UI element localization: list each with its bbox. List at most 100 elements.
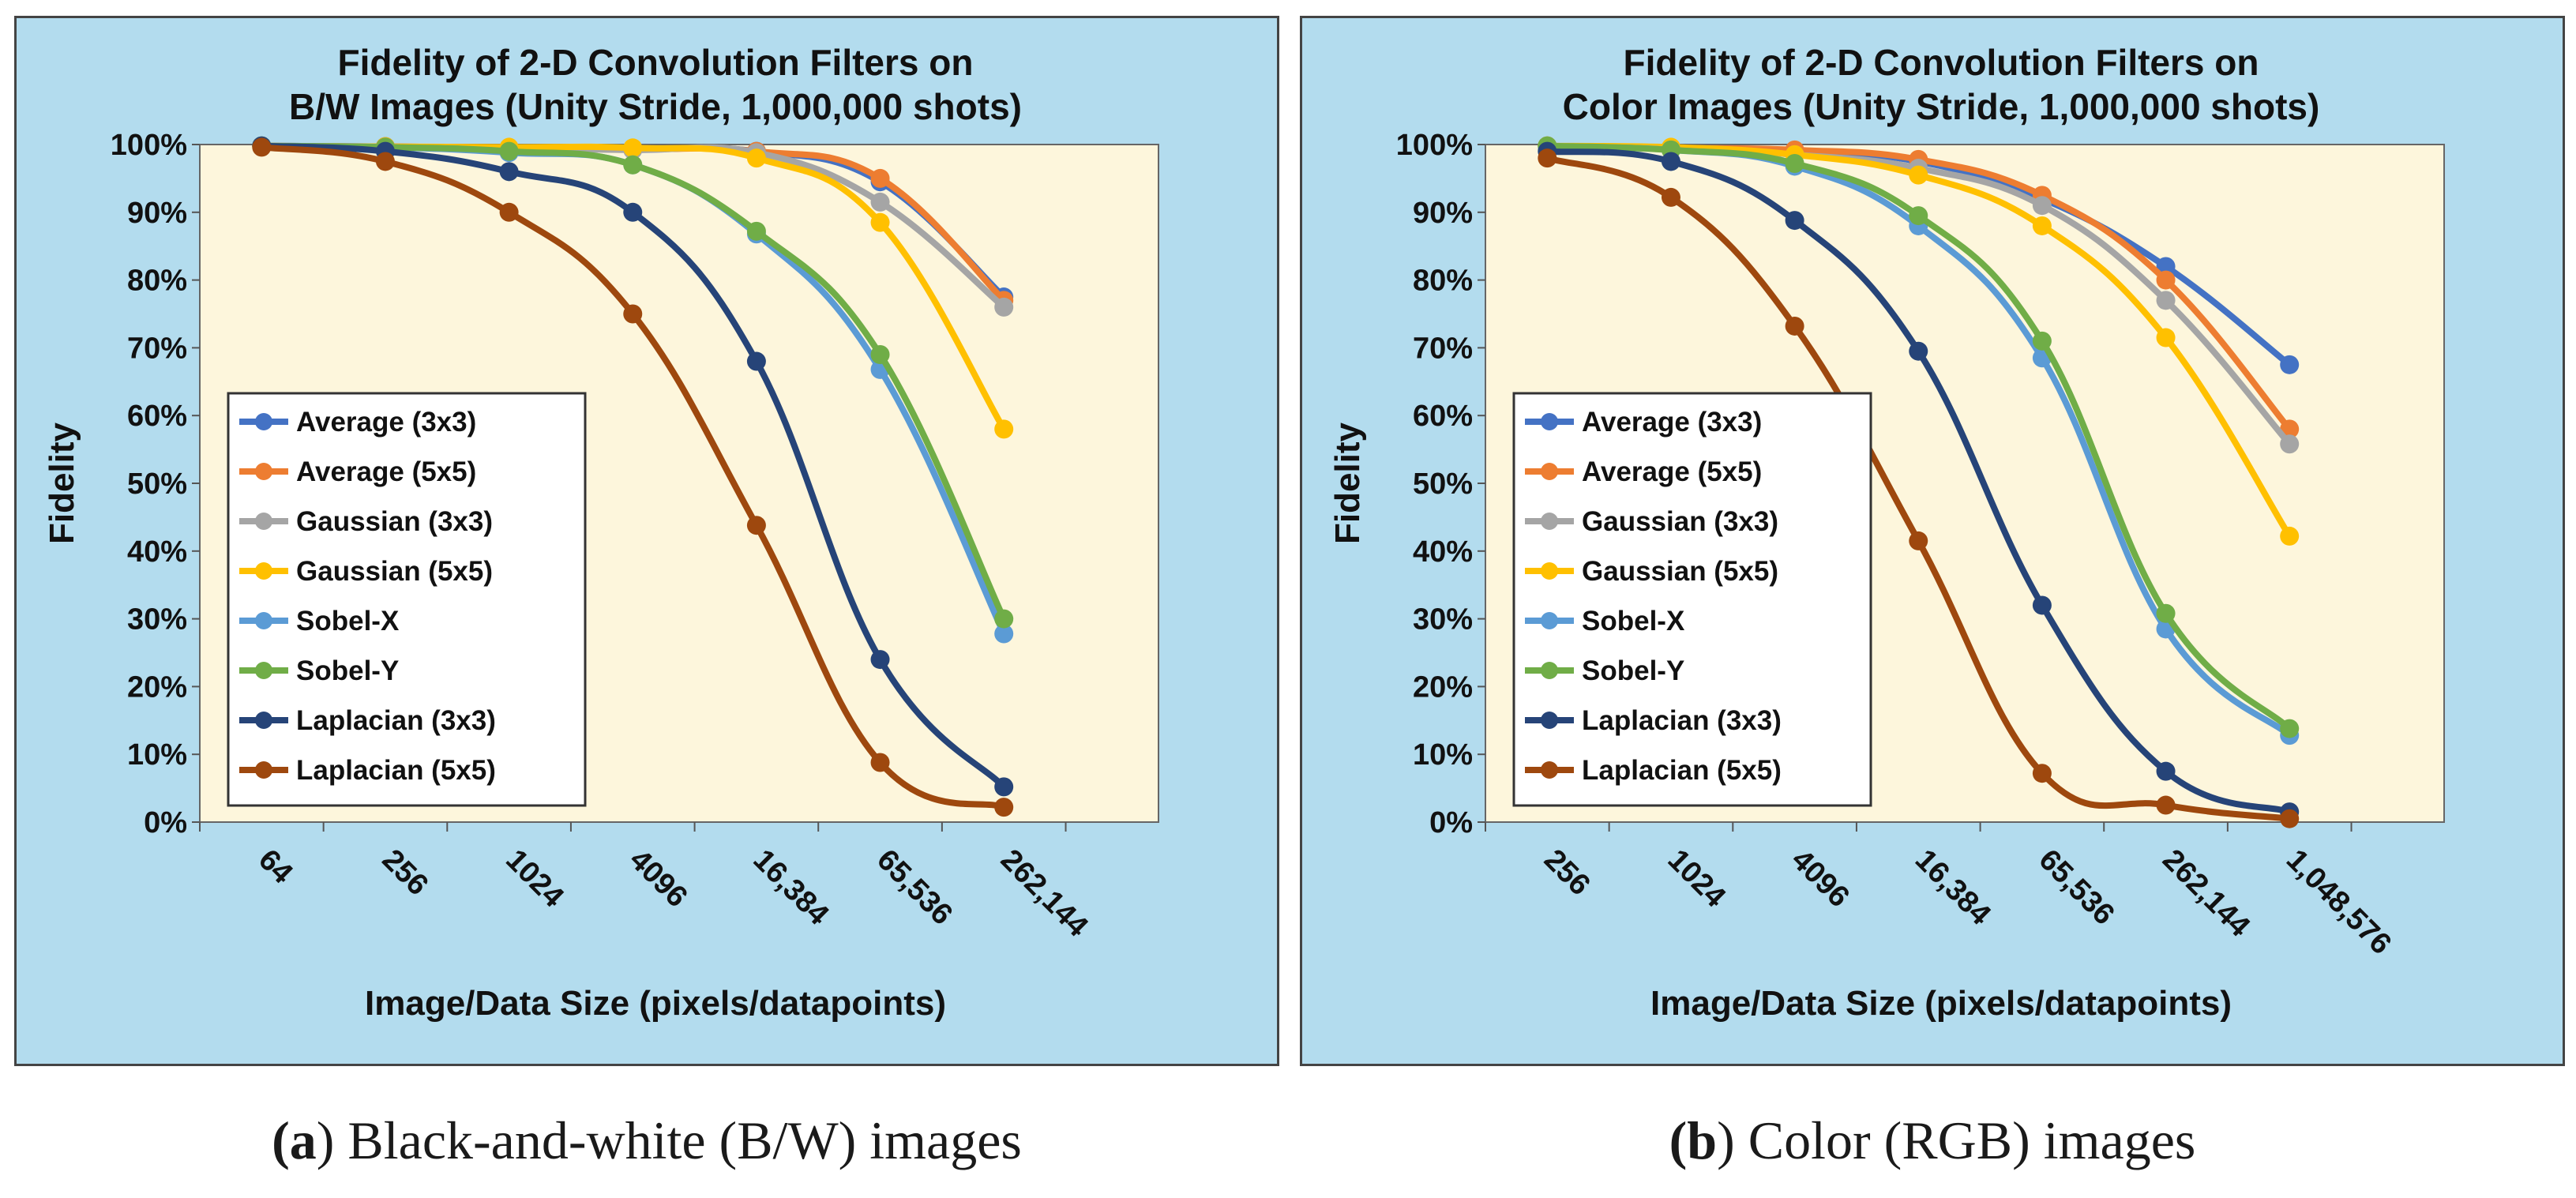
bw-legend-label: Laplacian (3x3) bbox=[296, 705, 496, 736]
color-series-7-point-4 bbox=[2032, 764, 2052, 783]
color-chart-svg: Fidelity of 2-D Convolution Filters onCo… bbox=[1328, 42, 2445, 1023]
bw-x-tick-label: 256 bbox=[376, 843, 435, 903]
color-y-axis-title: Fidelity bbox=[1328, 422, 1367, 544]
bw-x-tick-label: 4096 bbox=[623, 843, 693, 914]
bw-y-tick-label: 30% bbox=[127, 603, 187, 637]
color-series-6-point-4 bbox=[2032, 595, 2052, 615]
bw-series-6-point-3 bbox=[623, 202, 643, 222]
bw-legend-swatch-marker bbox=[255, 612, 272, 629]
color-chart-title-line-2: Color Images (Unity Stride, 1,000,000 sh… bbox=[1563, 86, 2320, 127]
bw-series-2-point-5 bbox=[870, 192, 890, 212]
color-series-6-point-3 bbox=[1909, 341, 1928, 361]
bw-legend-swatch-marker bbox=[255, 712, 272, 729]
bw-series-7-point-2 bbox=[499, 202, 519, 222]
bw-y-tick-label: 80% bbox=[127, 265, 187, 298]
bw-x-tick-label: 65,536 bbox=[870, 843, 959, 932]
color-legend-swatch-marker bbox=[1541, 662, 1558, 679]
caption-bw-text: ) Black-and-white (B/W) images bbox=[316, 1110, 1022, 1170]
bw-y-tick-label: 0% bbox=[144, 806, 187, 839]
bw-series-3-point-3 bbox=[623, 138, 643, 158]
color-y-tick-label: 40% bbox=[1413, 535, 1473, 569]
color-legend-label: Gaussian (3x3) bbox=[1582, 506, 1778, 537]
color-x-axis-title: Image/Data Size (pixels/datapoints) bbox=[1650, 984, 2232, 1023]
bw-y-tick-label: 60% bbox=[127, 400, 187, 433]
caption-color-text: ) Color (RGB) images bbox=[1717, 1110, 2196, 1170]
color-y-tick-label: 50% bbox=[1413, 468, 1473, 501]
bw-series-7-point-3 bbox=[623, 304, 643, 324]
chart-panel-color: Fidelity of 2-D Convolution Filters on Co… bbox=[1300, 16, 2565, 1066]
color-series-5-point-5 bbox=[2156, 603, 2176, 623]
bw-legend-label: Average (3x3) bbox=[296, 407, 476, 438]
bw-series-7-point-4 bbox=[746, 516, 766, 535]
bw-legend-box bbox=[227, 392, 587, 807]
color-series-7-point-0 bbox=[1538, 148, 1557, 168]
color-legend-label: Gaussian (5x5) bbox=[1582, 556, 1778, 587]
caption-color-letter: (b bbox=[1669, 1110, 1718, 1170]
color-x-tick-label: 4096 bbox=[1785, 843, 1855, 914]
bw-series-5-point-3 bbox=[623, 155, 643, 175]
color-legend-swatch-marker bbox=[1541, 612, 1558, 629]
bw-x-tick-label: 16,384 bbox=[747, 843, 836, 932]
color-legend-swatch-marker bbox=[1541, 562, 1558, 580]
bw-legend-swatch-marker bbox=[255, 761, 272, 779]
color-series-7-point-3 bbox=[1909, 531, 1928, 550]
bw-series-1-point-5 bbox=[870, 168, 890, 188]
color-x-tick-label: 1024 bbox=[1662, 843, 1732, 914]
color-y-tick-label: 60% bbox=[1413, 400, 1473, 433]
bw-series-7-point-0 bbox=[252, 137, 272, 157]
color-series-6-point-2 bbox=[1785, 211, 1804, 231]
color-legend-label: Average (3x3) bbox=[1582, 407, 1762, 438]
color-x-tick-label: 262,144 bbox=[2156, 843, 2256, 944]
color-legend-label: Sobel-X bbox=[1582, 606, 1685, 637]
bw-series-2-point-6 bbox=[994, 297, 1014, 317]
bw-series-5-point-6 bbox=[994, 609, 1014, 629]
bw-legend-swatch-marker bbox=[255, 513, 272, 530]
bw-x-tick-label: 1024 bbox=[499, 843, 569, 914]
bw-series-3-point-5 bbox=[870, 212, 890, 232]
color-series-3-point-4 bbox=[2032, 216, 2052, 235]
color-series-3-point-3 bbox=[1909, 165, 1928, 185]
color-y-tick-label: 20% bbox=[1413, 670, 1473, 704]
bw-y-tick-label: 20% bbox=[127, 670, 187, 704]
bw-series-5-point-5 bbox=[870, 344, 890, 364]
bw-legend-label: Laplacian (5x5) bbox=[296, 755, 496, 786]
color-series-1-point-5 bbox=[2156, 270, 2176, 290]
bw-series-7-point-6 bbox=[994, 798, 1014, 817]
bw-x-axis-title: Image/Data Size (pixels/datapoints) bbox=[365, 984, 946, 1023]
bw-legend-label: Gaussian (5x5) bbox=[296, 556, 493, 587]
bw-series-6-point-2 bbox=[499, 162, 519, 182]
bw-series-3-point-6 bbox=[994, 419, 1014, 439]
bw-y-tick-label: 70% bbox=[127, 332, 187, 365]
color-series-0-point-5 bbox=[2156, 257, 2176, 276]
color-y-tick-label: 80% bbox=[1413, 265, 1473, 298]
color-series-5-point-2 bbox=[1785, 154, 1804, 174]
caption-bw: (a) Black-and-white (B/W) images bbox=[14, 1110, 1279, 1172]
color-legend-label: Sobel-Y bbox=[1582, 655, 1684, 686]
bw-y-tick-label: 10% bbox=[127, 738, 187, 772]
color-series-7-point-2 bbox=[1785, 316, 1804, 336]
bw-series-3-point-4 bbox=[746, 148, 766, 168]
color-legend-box bbox=[1512, 392, 1872, 807]
color-series-5-point-3 bbox=[1909, 206, 1928, 226]
color-x-tick-label: 16,384 bbox=[1909, 843, 1997, 932]
bw-y-axis-title: Fidelity bbox=[43, 422, 81, 544]
bw-series-7-point-1 bbox=[375, 152, 395, 171]
bw-legend-swatch-marker bbox=[255, 562, 272, 580]
bw-chart-title-line-1: Fidelity of 2-D Convolution Filters on bbox=[338, 42, 974, 83]
bw-legend-label: Sobel-Y bbox=[296, 655, 399, 686]
bw-legend-label: Gaussian (3x3) bbox=[296, 506, 493, 537]
color-y-tick-label: 70% bbox=[1413, 332, 1473, 365]
bw-series-5-point-2 bbox=[499, 141, 519, 161]
color-series-5-point-6 bbox=[2280, 719, 2300, 738]
color-series-5-point-4 bbox=[2032, 331, 2052, 351]
caption-color: (b) Color (RGB) images bbox=[1300, 1110, 2565, 1172]
bw-chart-title-line-2: B/W Images (Unity Stride, 1,000,000 shot… bbox=[289, 86, 1022, 127]
color-x-tick-label: 65,536 bbox=[2033, 843, 2121, 932]
color-y-tick-label: 100% bbox=[1396, 129, 1473, 162]
bw-y-tick-label: 40% bbox=[127, 535, 187, 569]
color-series-7-point-5 bbox=[2156, 795, 2176, 815]
color-chart-title-line-1: Fidelity of 2-D Convolution Filters on bbox=[1624, 42, 2259, 83]
color-legend-swatch-marker bbox=[1541, 463, 1558, 480]
bw-y-tick-label: 50% bbox=[127, 468, 187, 501]
color-series-3-point-6 bbox=[2280, 526, 2300, 546]
